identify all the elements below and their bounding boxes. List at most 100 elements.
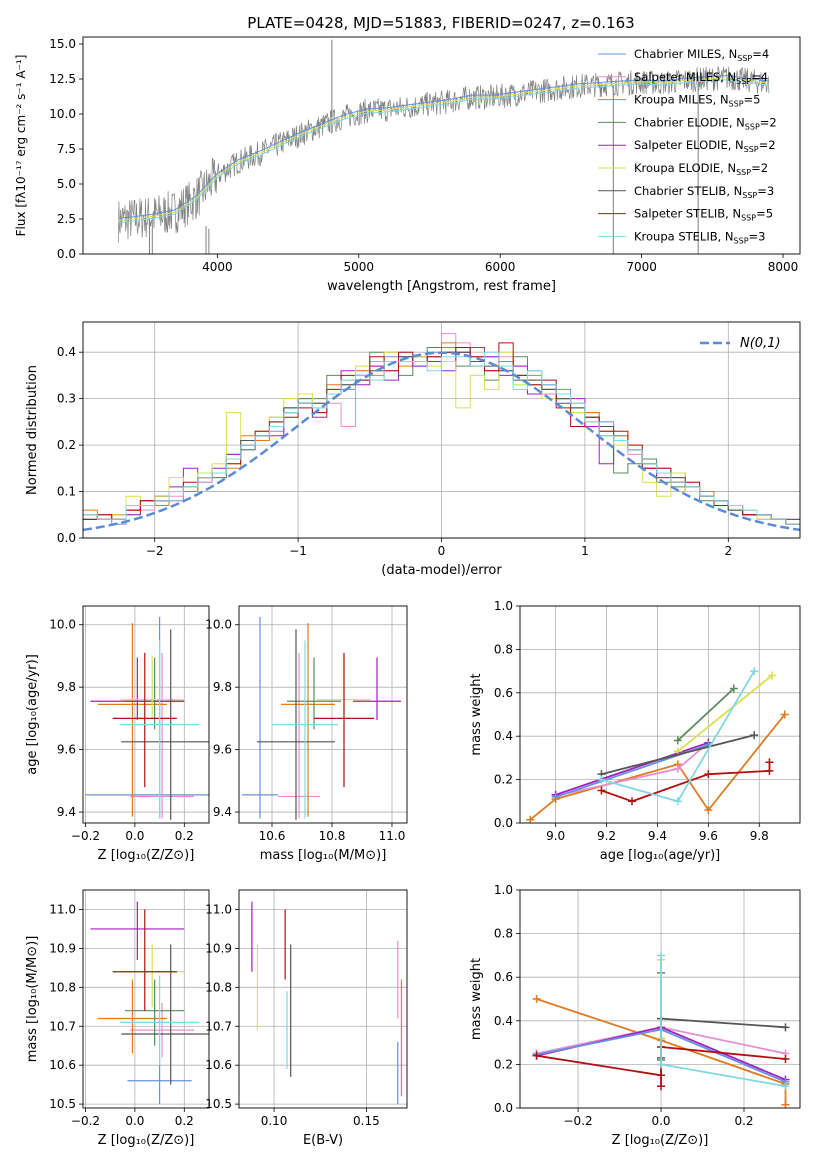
weight-line [555,741,709,796]
y-tick-label: 0.4 [494,1014,513,1028]
legend-label: Chabrier STELIB, NSSP=3 [634,184,774,200]
legend-label: Kroupa MILES, NSSP=5 [634,93,760,109]
y-tick-label: 10.5 [49,1097,76,1111]
x-tick-label: 0 [438,544,446,558]
legend-label-tail: =2 [751,161,768,175]
x-axis-label: Z [log₁₀(Z/Z⊙)] [612,1133,709,1148]
y-tick-label: 0.0 [57,531,76,545]
y-tick-label: 10.7 [205,1019,232,1033]
weight-marker [704,770,713,779]
axes-frame [82,605,210,824]
y-tick-label: 0.4 [494,729,513,743]
legend-label-tail: =4 [751,70,768,84]
axes-frame [519,889,801,1109]
weight-line [677,687,735,742]
y-tick-label: 5.0 [57,177,76,191]
x-tick-label: 9.4 [648,829,667,843]
histogram-step [83,351,800,525]
legend-label-tail: =3 [757,184,774,198]
y-tick-label: 2.5 [57,212,76,226]
legend-label-main: Salpeter STELIB, N [634,207,741,221]
legend-label-sub: SSP [742,191,757,200]
x-tick-label: 9.2 [597,829,616,843]
weight-marker [750,667,759,676]
x-tick-label: 2 [724,544,732,558]
panel-mass-vs-EBV: 0.10 0.15 10.5 10.6 10.7 10.8 10.9 11.0 E(B-V) [205,889,408,1148]
weight-marker [673,764,682,773]
weight-marker [781,1100,790,1108]
y-tick-label: 12.5 [49,72,76,86]
weight-marker [729,684,738,693]
plot-area [83,333,800,532]
y-tick-label: 1.0 [494,599,513,613]
x-axis-label: Z [log₁₀(Z/Z⊙)] [98,1133,195,1148]
legend-label-sub: SSP [744,145,759,154]
x-tick-label: 11.0 [379,829,406,843]
weight-marker [765,766,774,775]
model-spectrum-line [118,79,769,223]
weight-marker [532,1051,541,1060]
legend-label-sub: SSP [734,236,749,245]
legend-label-main: Chabrier STELIB, N [634,184,742,198]
axes-frame [82,321,801,539]
legend-label: Kroupa STELIB, NSSP=3 [634,229,765,245]
weight-marker [765,758,774,767]
y-tick-label: 0.2 [57,438,76,452]
axes-frame [519,605,801,824]
x-tick-label: 7000 [626,260,657,274]
legend-label-main: Chabrier ELODIE, N [634,115,745,129]
y-tick-label: 1.0 [494,883,513,897]
weight-line [536,998,787,1105]
y-tick-label: 0.2 [494,1057,513,1071]
y-axis-label: Normed distribution [25,365,40,495]
weight-line [536,1046,786,1087]
panel-weight-vs-Z: −0.2 0.0 0.2 0.0 0.2 0.4 0.6 0.8 1.0 Z [log₁₀(Z/Z… [469,883,801,1148]
x-axis-label: wavelength [Angstrom, rest frame] [327,279,556,294]
x-tick-label: −1 [289,544,307,558]
legend-label: Salpeter ELODIE, NSSP=2 [634,138,776,154]
legend-label-tail: =5 [744,93,761,107]
legend-label-sub: SSP [741,214,756,223]
x-axis-label: age [log₁₀(age/yr)] [600,848,721,863]
x-tick-label: 0.2 [175,829,194,843]
legend-label: Chabrier MILES, NSSP=4 [634,47,769,63]
y-tick-label: 15.0 [49,37,76,51]
model-spectrum-line [118,74,769,219]
x-axis-label: mass [log₁₀(M/M⊙)] [260,848,387,863]
y-tick-label: 9.6 [57,743,76,757]
y-tick-label: 0.0 [494,1101,513,1115]
y-tick-label: 10.0 [205,618,232,632]
x-tick-label: 0.0 [125,829,144,843]
weight-marker [673,797,682,806]
x-tick-label: 4000 [202,260,233,274]
x-tick-label: 0.2 [175,1114,194,1128]
panel-spectrum: 4000 5000 6000 7000 8000 0.0 2.5 5.0 7.5 10.0 12.5… [14,36,801,294]
x-tick-label: −0.2 [71,829,100,843]
weight-marker [781,1023,790,1032]
legend-label: Salpeter MILES, NSSP=4 [634,70,768,86]
y-tick-label: 0.2 [494,773,513,787]
x-tick-label: −0.2 [564,1114,593,1128]
y-tick-label: 10.6 [49,1058,76,1072]
panel-age-vs-Z: −0.2 0.0 0.2 9.4 9.6 9.8 10.0 Z [log₁₀(Z/Z⊙)] ag… [25,605,210,863]
plot-area [85,616,209,820]
y-tick-label: 9.6 [213,743,232,757]
legend-label-tail: =5 [756,207,773,221]
weight-marker [657,1071,666,1080]
x-tick-label: 6000 [485,260,516,274]
x-tick-label: 8000 [768,260,799,274]
spectrum-data-line [118,66,770,243]
y-tick-label: 0.0 [494,816,513,830]
x-tick-label: 5000 [343,260,374,274]
x-tick-label: 9.8 [750,829,769,843]
legend-label-tail: =2 [760,115,777,129]
gaussian-curve [83,351,800,532]
weight-marker [597,775,606,784]
x-tick-label: −2 [146,544,164,558]
y-axis-label: mass weight [469,673,484,755]
histogram-step [83,351,800,525]
x-tick-label: −0.2 [71,1114,100,1128]
weight-marker [657,951,666,960]
x-tick-label: 0.0 [651,1114,670,1128]
y-tick-label: 0.3 [57,392,76,406]
